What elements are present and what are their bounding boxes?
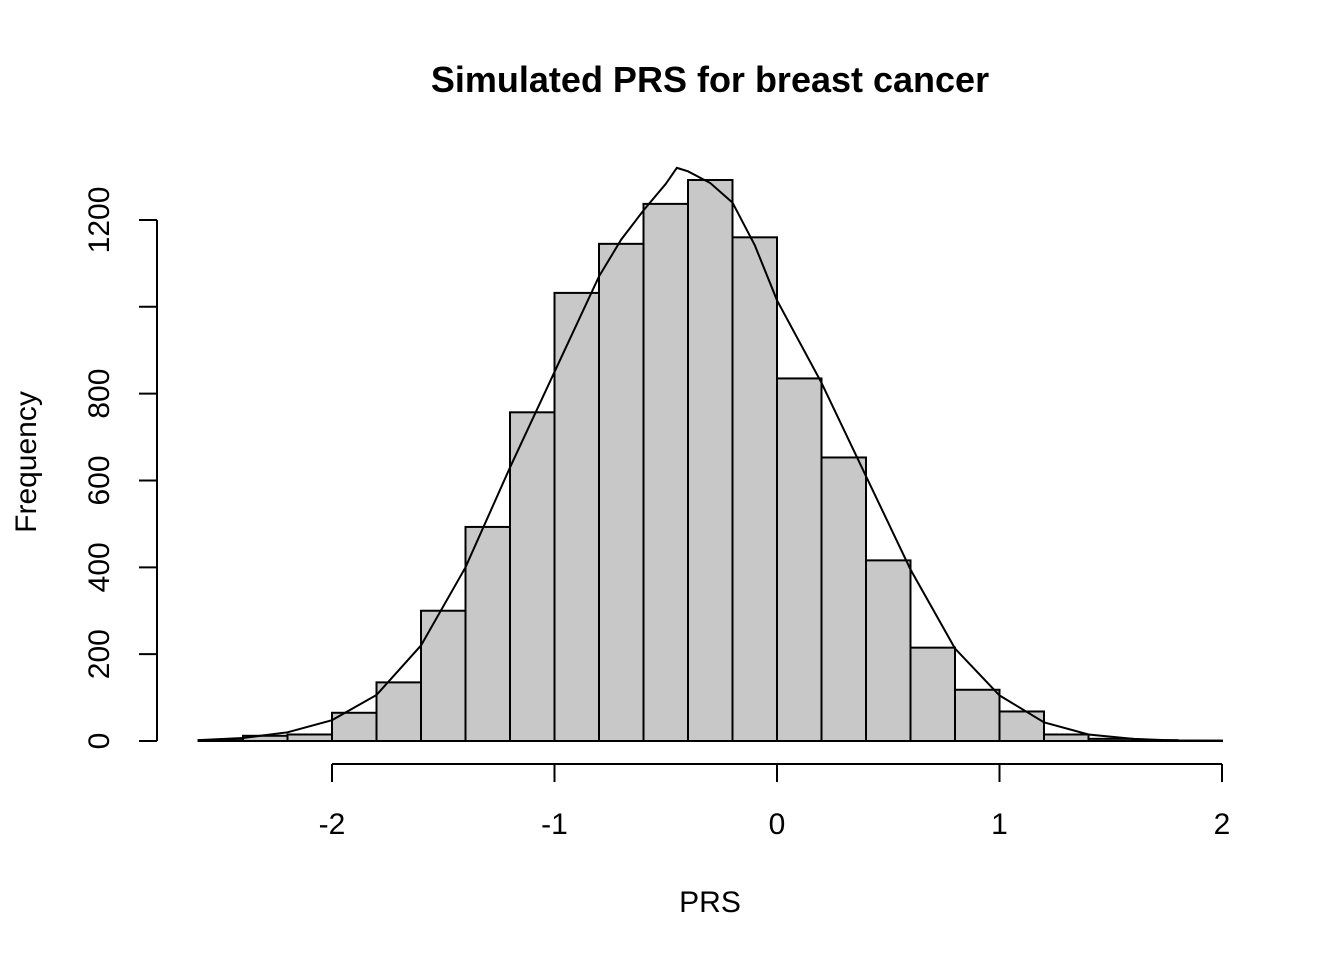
histogram-bar (375, 681, 422, 743)
x-tick-label: 2 (1214, 808, 1231, 841)
y-tick-label: 800 (83, 369, 116, 419)
histogram-bar (420, 609, 467, 742)
histogram-bar (1043, 733, 1090, 742)
y-axis: 0 200 400 600 800 1200 (83, 187, 158, 750)
histogram-bar (598, 242, 645, 742)
y-tick-label: 1200 (83, 187, 116, 254)
histogram-bar (820, 456, 867, 742)
x-axis-label: PRS (679, 886, 741, 919)
chart-title: Simulated PRS for breast cancer (431, 59, 989, 100)
histogram-bar (865, 559, 912, 742)
x-tick-label: 0 (769, 808, 786, 841)
histogram-bar (954, 688, 1001, 743)
y-axis-label: Frequency (10, 391, 43, 533)
x-tick-label: 1 (991, 808, 1008, 841)
density-curve (198, 166, 1223, 742)
histogram-bar (286, 733, 333, 742)
y-tick-label: 400 (83, 542, 116, 592)
histogram-bar (776, 377, 823, 742)
histogram-bar (642, 202, 689, 742)
histogram-bars (197, 179, 1223, 743)
histogram-bar (464, 525, 511, 742)
x-tick-label: -2 (319, 808, 346, 841)
y-tick-label: 200 (83, 629, 116, 679)
x-axis: -2 -1 0 1 2 (319, 763, 1231, 841)
histogram-bar (553, 291, 600, 742)
histogram-bar (731, 236, 778, 743)
histogram-bar (998, 710, 1045, 742)
histogram-bar (331, 711, 378, 743)
y-tick-label: 600 (83, 455, 116, 505)
histogram-bar (687, 179, 734, 742)
histogram-bar (509, 411, 556, 742)
histogram-bar (909, 646, 956, 743)
y-tick-label: 0 (83, 733, 116, 750)
x-tick-label: -1 (541, 808, 568, 841)
